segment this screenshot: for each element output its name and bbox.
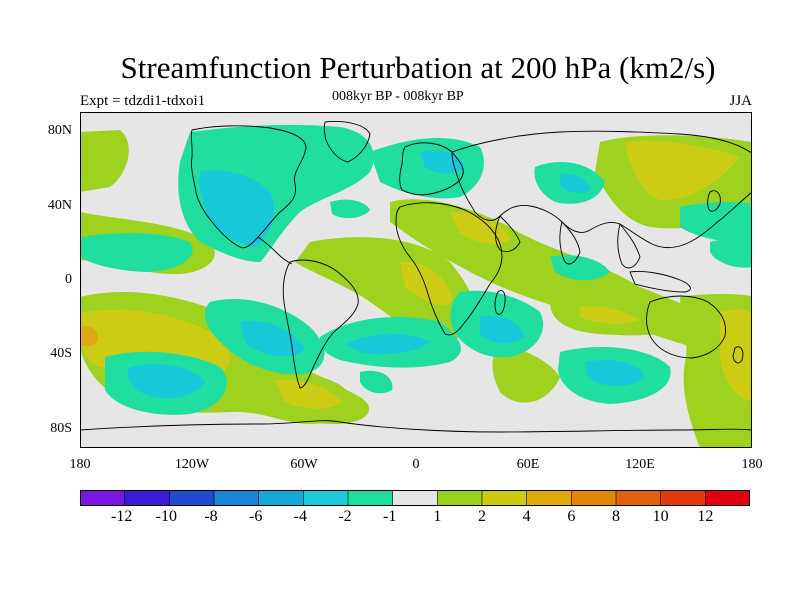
coastline-japan	[707, 190, 721, 212]
positive-region-indian-ocean-core	[580, 306, 640, 324]
negative-region-north-pacific-east	[680, 202, 752, 243]
figure-title: Streamfunction Perturbation at 200 hPa (…	[120, 50, 716, 85]
coastline-southeast-asia	[617, 223, 641, 269]
colorbar-cell	[258, 489, 304, 507]
colorbar-label: -2	[338, 508, 352, 525]
negative-region-far-south-pacific-core	[127, 364, 205, 398]
positive-region-equatorial-atlantic	[295, 237, 476, 342]
positive-region-north-atlantic	[80, 130, 129, 192]
coastline-new-zealand	[732, 346, 744, 364]
negative-region-greenland-core	[420, 150, 465, 174]
colorbar-cell	[437, 489, 483, 507]
colorbar-label: 6	[567, 508, 576, 525]
colorbar-cell	[571, 489, 617, 507]
coastline-south-america	[282, 259, 359, 389]
negative-region-northwest-pacific	[710, 239, 752, 268]
colorbar-label: -6	[248, 508, 263, 525]
colorbar-cell	[660, 489, 706, 507]
coastline-madagascar	[494, 290, 506, 315]
y-tick-80s: 80S	[50, 421, 72, 436]
colorbar-label: 1	[433, 508, 442, 525]
colorbar-cell	[347, 489, 394, 507]
colorbar-cell	[526, 489, 572, 507]
colorbar-label: -10	[155, 508, 177, 525]
colorbar	[79, 489, 751, 507]
x-tick-180w: 180	[69, 457, 91, 472]
figure-subtitle: 008kyr BP - 008kyr BP	[332, 89, 464, 104]
coastline-central-america	[257, 236, 293, 265]
y-tick-0: 0	[65, 272, 72, 287]
colorbar-label: -12	[110, 508, 133, 525]
colorbar-label: 12	[697, 508, 714, 525]
positive-region-west-pacific-core	[720, 309, 752, 402]
x-tick-60w: 60W	[290, 457, 318, 472]
coastline-indonesia	[629, 271, 691, 293]
positive-region-southern-ocean-atlantic-core	[275, 379, 342, 409]
colorbar-cell	[615, 489, 662, 507]
map-frame	[80, 112, 752, 448]
colorbar-svg	[79, 489, 751, 507]
colorbar-label: 4	[522, 508, 531, 525]
colorbar-label: 2	[478, 508, 486, 525]
map-panel	[80, 112, 752, 448]
colorbar-cell	[124, 489, 170, 507]
negative-region-south-indian-core	[480, 315, 525, 344]
positive-region-siberia-core	[625, 140, 740, 201]
season-label: JJA	[729, 93, 752, 109]
negative-region-southeast-pacific-core	[240, 320, 305, 357]
x-tick-180e: 180	[741, 457, 763, 472]
coastline-africa	[395, 202, 503, 336]
y-tick-80n: 80N	[47, 123, 72, 138]
colorbar-label: 8	[612, 508, 620, 525]
positive-region-antarctic-circle	[492, 342, 560, 403]
colorbar-cell	[303, 489, 349, 507]
x-tick-120w: 120W	[174, 457, 210, 472]
negative-region-central-asia-core	[560, 173, 590, 193]
negative-region-southern-indian-core	[585, 360, 645, 387]
negative-region-north-america-core	[199, 170, 275, 247]
negative-region-north-atlantic-small	[330, 199, 370, 219]
colorbar-label: -8	[204, 508, 218, 525]
x-tick-60e: 60E	[516, 457, 540, 472]
colorbar-frame	[80, 490, 750, 506]
positive-region-south-pacific-max	[80, 326, 99, 347]
colorbar-cell	[169, 489, 215, 507]
colorbar-cell	[213, 489, 260, 507]
colorbar-cell	[481, 489, 528, 507]
positive-region-equatorial-atlantic-core	[400, 261, 452, 306]
colorbar-cell	[705, 489, 751, 507]
y-tick-40n: 40N	[47, 198, 72, 213]
colorbar-label: 10	[652, 508, 669, 525]
coastline-asia	[451, 130, 752, 249]
coastlines	[80, 121, 752, 433]
coastline-australia	[646, 295, 727, 359]
streamfunction-map	[80, 112, 752, 448]
negative-region-central-south-america	[360, 370, 393, 394]
coastline-india	[559, 221, 581, 265]
coastline-antarctica	[80, 420, 752, 433]
experiment-label: Expt = tdzdi1-tdxoi1	[80, 93, 206, 109]
negative-region-south-atlantic-core	[345, 333, 430, 355]
negative-region-east-pacific	[80, 233, 193, 272]
colorbar-cells	[79, 489, 751, 507]
y-tick-40s: 40S	[50, 346, 72, 361]
coastline-arabia	[495, 215, 521, 253]
coastline-greenland	[323, 121, 371, 163]
colorbar-cell	[392, 489, 438, 507]
colorbar-label: -4	[293, 508, 307, 525]
x-tick-0: 0	[412, 457, 420, 472]
x-tick-120e: 120E	[625, 457, 655, 472]
colorbar-label: -1	[382, 508, 397, 525]
colorbar-cell	[79, 489, 126, 507]
